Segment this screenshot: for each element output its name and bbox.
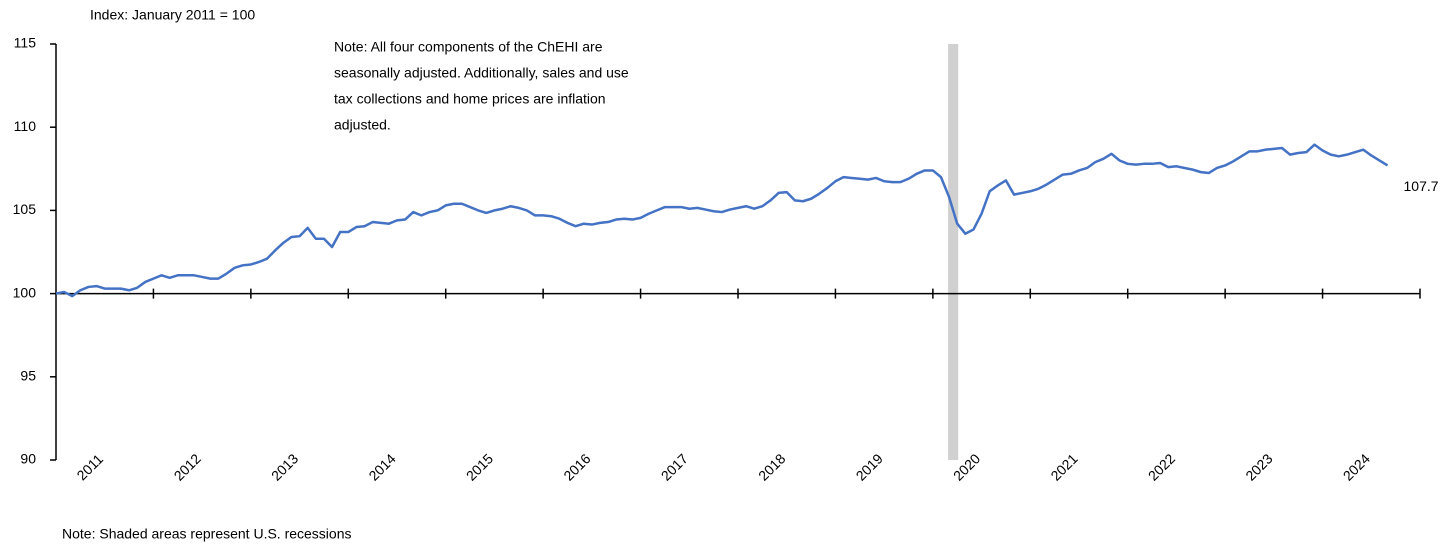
x-tick-label: 2013 <box>268 450 301 483</box>
y-tick-label: 90 <box>20 451 36 467</box>
x-tick-label: 2019 <box>853 450 886 483</box>
x-tick-label: 2014 <box>365 450 398 483</box>
series-line <box>55 143 1389 298</box>
y-axis-label: Index: January 2011 = 100 <box>90 7 255 23</box>
annotation: tax collections and home prices are infl… <box>334 91 606 107</box>
y-tick-label: 115 <box>14 35 37 51</box>
y-tick-label: 105 <box>13 201 37 217</box>
x-tick-label: 2016 <box>560 450 593 483</box>
x-tick-label: 2024 <box>1340 450 1373 483</box>
x-tick-label: 2023 <box>1242 450 1275 483</box>
x-tick-label: 2015 <box>463 450 496 483</box>
x-tick-label: 2011 <box>73 451 106 484</box>
value-label: 107.7 <box>1404 178 1439 194</box>
y-tick-label: 100 <box>13 284 37 300</box>
x-tick-label: 2022 <box>1145 450 1178 483</box>
footnote: Note: Shaded areas represent U.S. recess… <box>62 526 352 542</box>
annotation: seasonally adjusted. Additionally, sales… <box>334 65 629 81</box>
x-tick-label: 2021 <box>1047 450 1080 483</box>
y-tick-label: 110 <box>14 118 37 134</box>
annotation: adjusted. <box>334 117 391 133</box>
x-tick-label: 2012 <box>171 450 204 483</box>
x-tick-label: 2017 <box>658 450 691 483</box>
y-tick-label: 95 <box>20 368 36 384</box>
recession-band <box>948 44 959 460</box>
x-tick-label: 2018 <box>755 450 788 483</box>
annotation: Note: All four components of the ChEHI a… <box>334 39 603 55</box>
